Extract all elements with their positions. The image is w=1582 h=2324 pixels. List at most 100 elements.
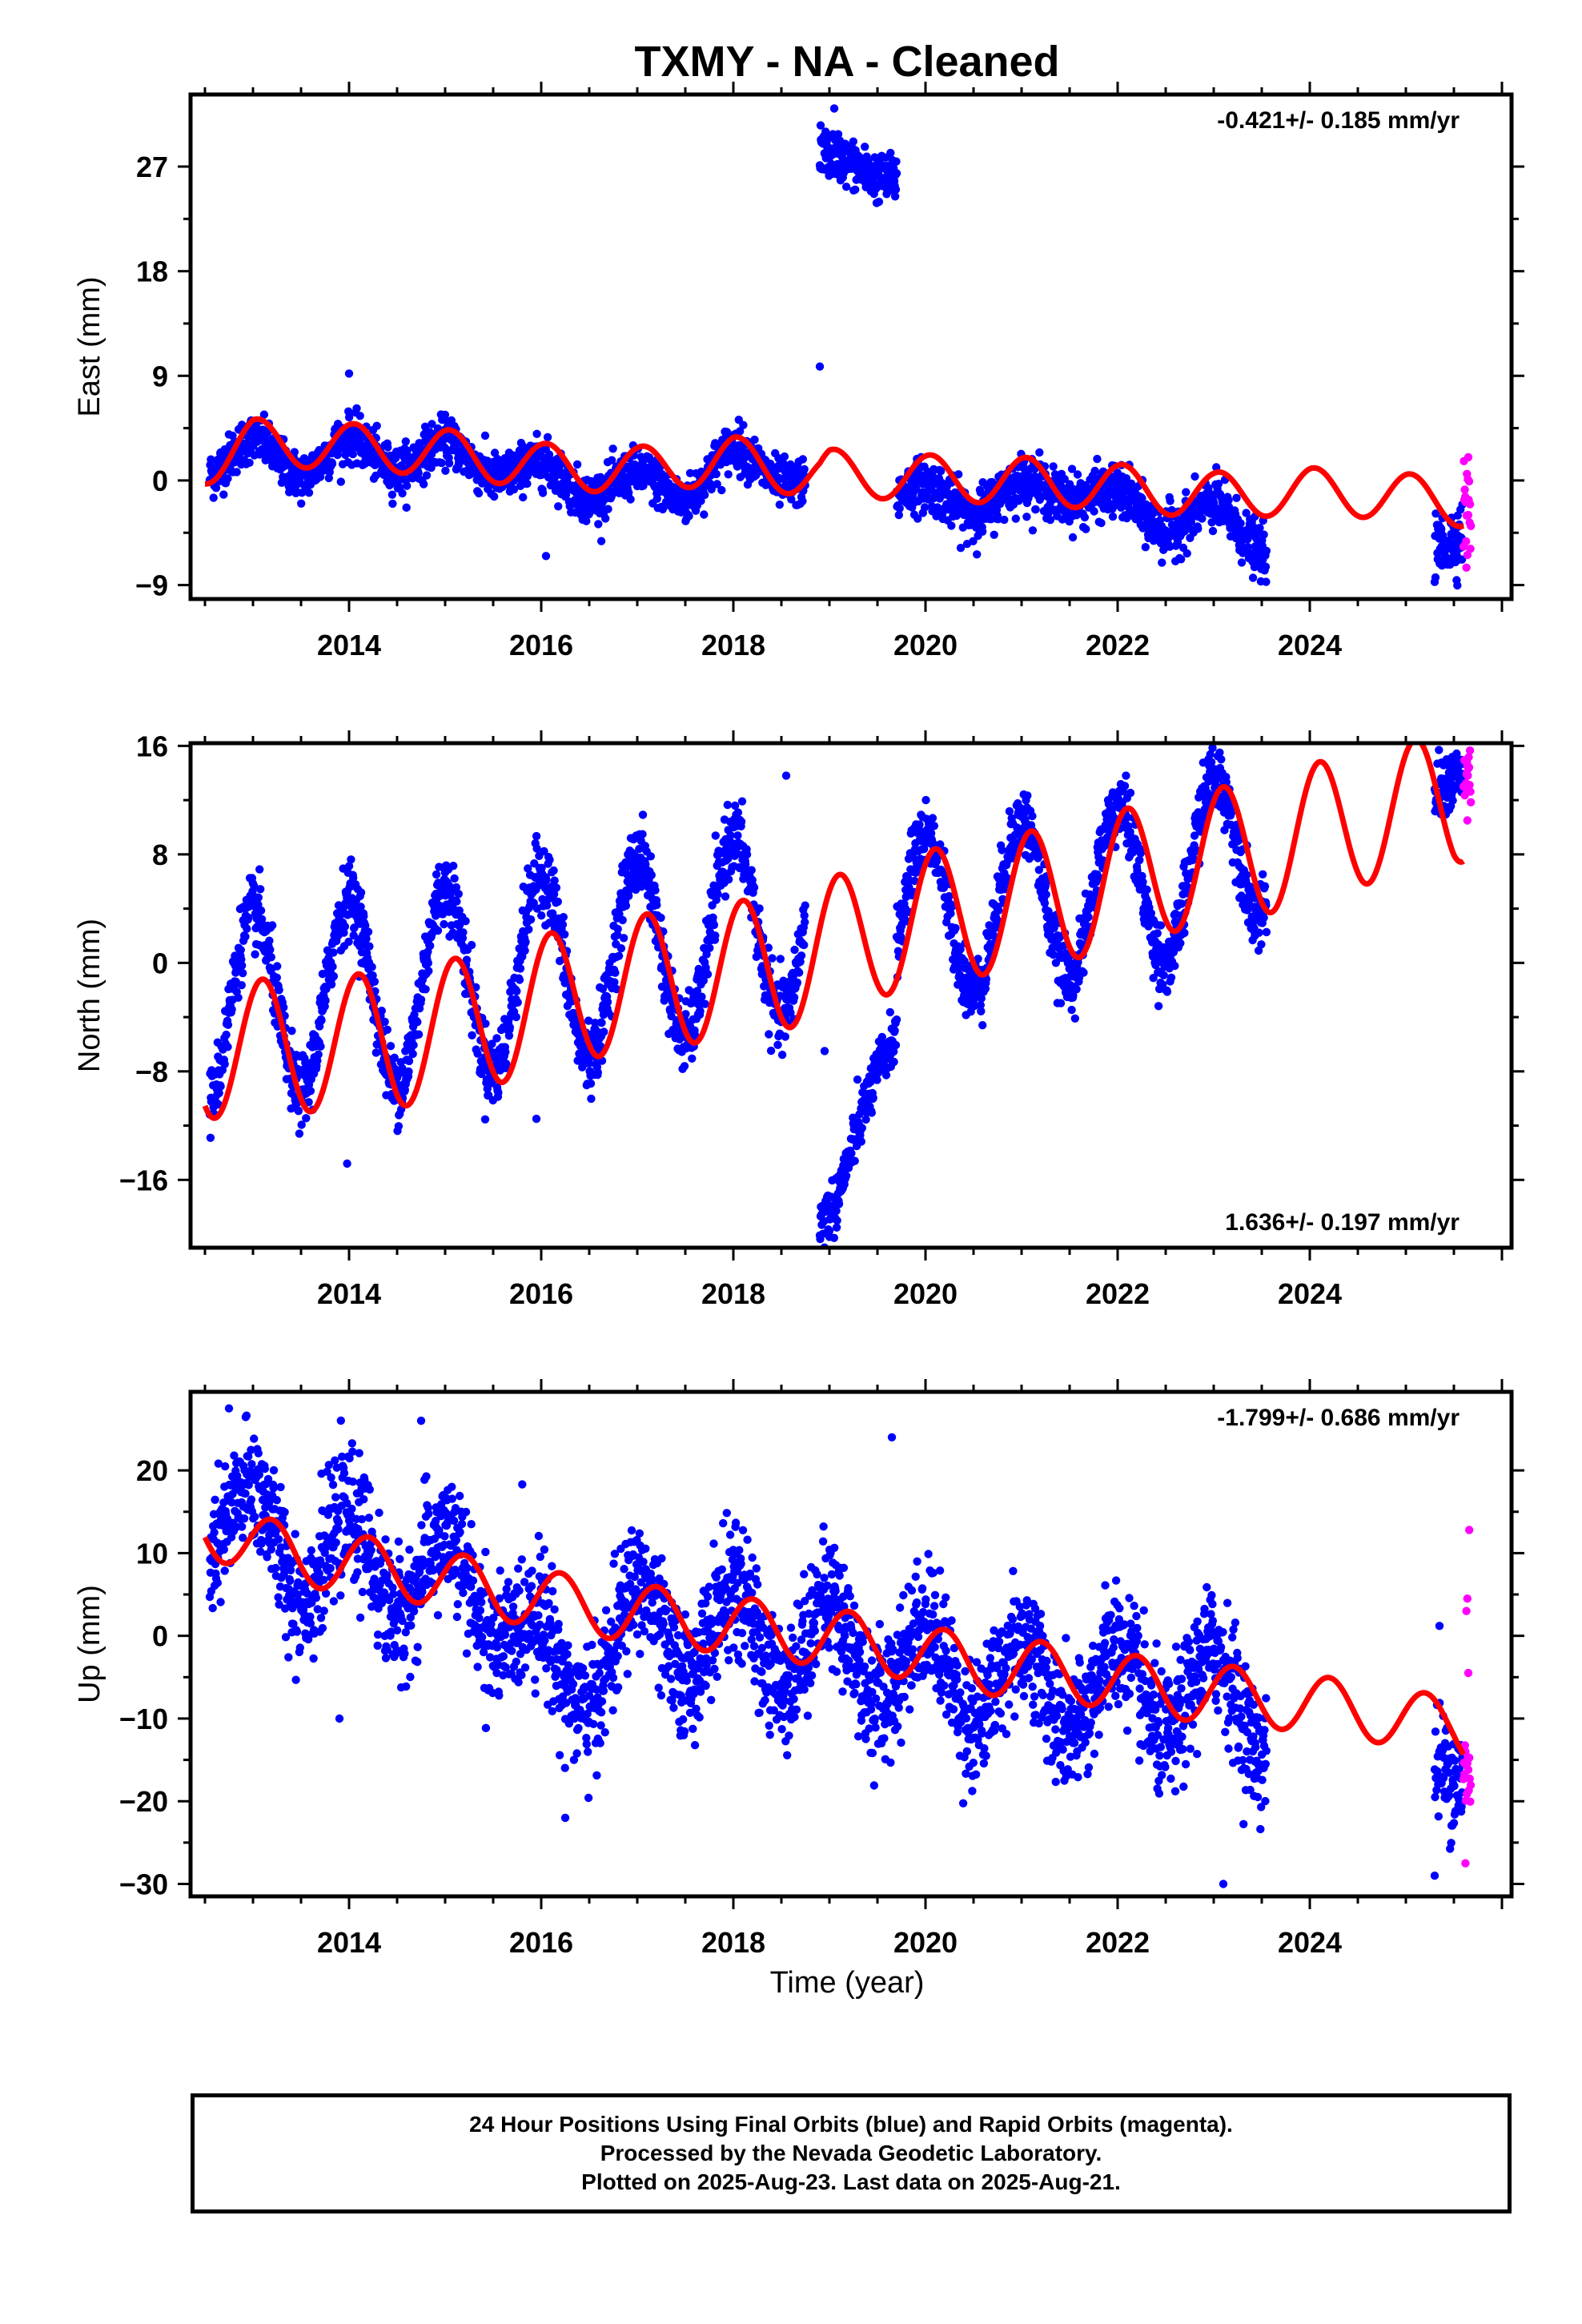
data-point (850, 1156, 859, 1165)
data-point (494, 1088, 503, 1097)
data-point (241, 932, 250, 941)
data-point (621, 901, 631, 911)
data-point (339, 928, 348, 937)
data-point (1464, 476, 1474, 486)
data-point (1060, 475, 1069, 484)
data-point (638, 810, 648, 819)
data-point (467, 940, 476, 950)
data-point (422, 471, 432, 480)
data-point (857, 1137, 866, 1146)
data-point (426, 941, 435, 951)
data-point (1035, 448, 1044, 457)
data-point (658, 505, 667, 514)
data-point (542, 875, 551, 885)
data-point (890, 192, 900, 201)
data-point (490, 492, 499, 501)
data-point (951, 923, 960, 933)
data-point (513, 998, 522, 1007)
data-point (608, 456, 616, 464)
data-point (287, 1027, 296, 1035)
data-point (449, 862, 458, 870)
data-point (874, 197, 884, 207)
x-tick-label: 2022 (1086, 629, 1150, 661)
data-point (954, 470, 963, 479)
data-point (355, 412, 364, 420)
data-point (383, 443, 392, 452)
data-point (597, 1018, 606, 1027)
data-point (780, 452, 789, 461)
data-point (1431, 509, 1440, 518)
data-point (532, 831, 541, 841)
data-point (295, 1129, 304, 1138)
data-point (1182, 549, 1191, 558)
data-point (1466, 545, 1475, 553)
data-point (781, 1032, 789, 1041)
data-point (348, 449, 357, 459)
data-point (356, 903, 365, 911)
data-point (737, 797, 747, 806)
data-point (432, 870, 441, 879)
data-point (688, 1054, 697, 1063)
data-point (886, 148, 895, 158)
data-point (328, 962, 337, 971)
data-point (543, 432, 552, 442)
data-point (344, 937, 353, 947)
data-point (800, 940, 809, 950)
data-point (920, 503, 930, 512)
data-point (1214, 480, 1223, 489)
data-point (713, 890, 722, 899)
data-point (403, 481, 412, 490)
data-point (537, 911, 546, 920)
panel-north-data (202, 743, 1476, 1248)
data-point (416, 995, 426, 1004)
data-point (538, 489, 548, 497)
data-point (1097, 518, 1106, 528)
data-point (554, 502, 563, 511)
data-point (709, 920, 719, 930)
data-point (892, 157, 901, 166)
data-point (549, 866, 558, 875)
data-point (977, 1007, 986, 1016)
data-point (394, 1122, 404, 1131)
data-point (1073, 470, 1082, 479)
model-curve-east (203, 416, 1466, 529)
data-point (572, 460, 582, 469)
data-point (873, 1076, 881, 1084)
data-point (889, 1057, 898, 1067)
data-point (1158, 558, 1166, 567)
data-point (1082, 525, 1090, 533)
data-point (238, 961, 247, 970)
data-point (1462, 563, 1471, 572)
x-tick-label: 2024 (1278, 629, 1342, 661)
data-point (885, 1007, 895, 1017)
data-point (912, 485, 921, 493)
data-point (558, 920, 568, 929)
data-point (365, 942, 374, 951)
data-point (656, 913, 665, 923)
y-tick-label: 27 (136, 151, 168, 183)
data-point (978, 1021, 987, 1030)
data-point (216, 1082, 225, 1091)
series-rapid-east (1459, 452, 1476, 572)
data-point (428, 420, 436, 428)
data-point (705, 943, 714, 953)
y-axis-title-east: East (mm) (73, 276, 106, 416)
data-point (603, 998, 612, 1007)
data-point (473, 1049, 482, 1058)
data-point (321, 996, 330, 1005)
data-point (347, 855, 355, 864)
data-point (1464, 510, 1473, 520)
data-point (861, 143, 869, 151)
data-point (584, 509, 594, 518)
data-point (685, 512, 693, 521)
data-point (645, 455, 655, 464)
data-point (1046, 516, 1055, 525)
data-point (711, 831, 720, 840)
data-point (895, 504, 904, 513)
data-point (894, 510, 904, 520)
data-point (723, 800, 732, 810)
data-point (236, 946, 245, 955)
data-point (1208, 526, 1218, 536)
data-point (611, 968, 620, 977)
